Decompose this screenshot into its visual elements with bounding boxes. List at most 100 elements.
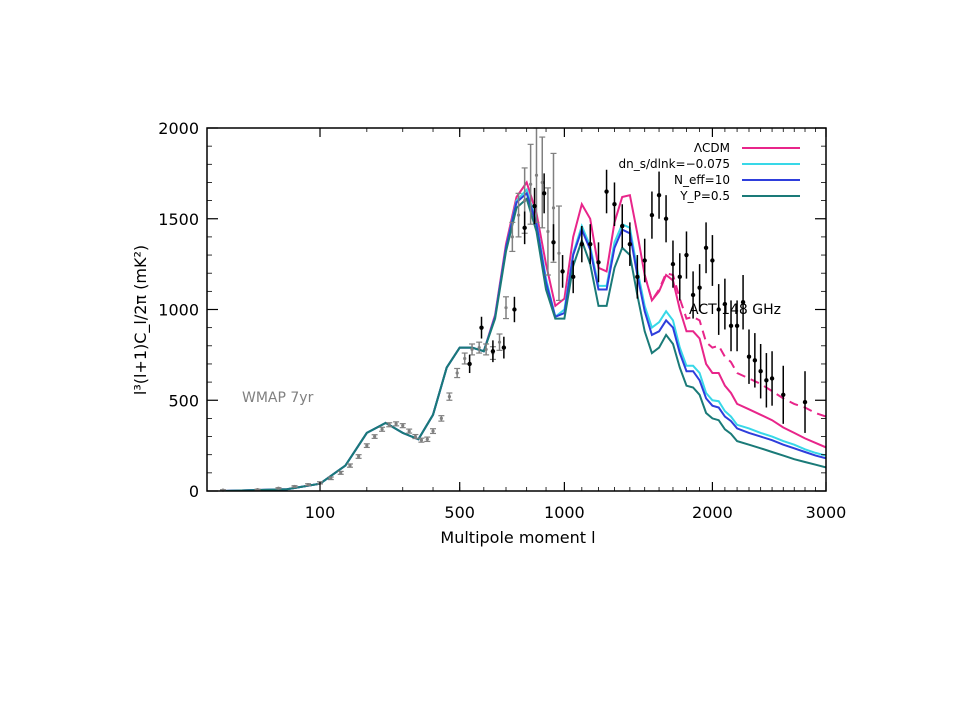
act-point	[710, 235, 715, 286]
legend-item: Y_P=0.5	[679, 189, 800, 203]
act-point	[764, 353, 769, 408]
legend-label: dn_s/dlnk=−0.075	[619, 157, 731, 171]
wmap-point	[418, 437, 425, 443]
wmap-point	[393, 421, 400, 427]
data-points-group	[219, 127, 808, 492]
legend-label: Y_P=0.5	[679, 189, 730, 203]
wmap-point	[430, 428, 437, 435]
act-point	[716, 284, 721, 335]
annotation-wmap: WMAP 7yr	[242, 390, 314, 406]
x-tick-label: 500	[444, 503, 475, 522]
x-tick-label: 3000	[806, 503, 847, 522]
act-point	[722, 278, 728, 330]
act-point	[697, 264, 702, 312]
wmap-point	[461, 352, 468, 365]
wmap-point	[454, 367, 461, 379]
y-tick-label: 2000	[158, 119, 199, 138]
wmap-point	[305, 483, 312, 487]
act-point	[579, 226, 585, 263]
series-line-3	[222, 197, 826, 491]
axes-group: 100 500 1000 2000 3000 0 500 1000 1500 2000	[158, 119, 846, 522]
y-tick-label: 1000	[158, 301, 199, 320]
x-tick-label: 1000	[544, 503, 585, 522]
wmap-point	[379, 426, 386, 432]
act-point	[635, 255, 640, 299]
wmap-point	[386, 422, 393, 428]
wmap-point	[327, 476, 334, 481]
wmap-point	[412, 433, 419, 440]
act-point	[642, 238, 647, 283]
act-point	[467, 354, 472, 374]
legend-label: N_eff=10	[674, 173, 730, 187]
wmap-point	[363, 443, 370, 449]
act-point	[512, 296, 517, 323]
act-point	[501, 336, 507, 359]
legend-item: dn_s/dlnk=−0.075	[619, 157, 800, 171]
act-point	[758, 343, 763, 399]
act-point	[690, 271, 696, 319]
act-point	[769, 351, 775, 406]
wmap-point	[469, 343, 476, 356]
wmap-point	[275, 486, 282, 490]
act-point	[620, 204, 625, 248]
y-tick-label: 1500	[158, 210, 199, 229]
wmap-point	[496, 333, 503, 351]
act-point	[604, 169, 609, 214]
x-tick-label: 2000	[692, 503, 733, 522]
wmap-point	[503, 296, 510, 320]
act-point	[728, 300, 734, 352]
act-point	[649, 191, 655, 239]
act-point	[479, 316, 484, 339]
series-group	[222, 180, 826, 491]
wmap-point	[424, 436, 431, 443]
wmap-point	[555, 205, 562, 302]
act-point	[571, 260, 576, 294]
legend: ΛCDM dn_s/dlnk=−0.075 N_eff=10 Y_P=0.5	[619, 141, 800, 203]
act-point	[588, 224, 593, 265]
series-line-4	[643, 272, 826, 418]
wmap-point	[346, 463, 353, 468]
wmap-point	[527, 143, 534, 225]
legend-label: ΛCDM	[694, 141, 730, 155]
wmap-point	[483, 343, 490, 356]
act-point	[752, 333, 758, 388]
x-tick-label: 100	[305, 503, 336, 522]
act-point	[802, 371, 808, 433]
y-tick-label: 0	[189, 482, 199, 501]
act-point	[522, 211, 527, 245]
act-point	[612, 182, 617, 227]
act-point	[746, 329, 752, 384]
act-point	[560, 255, 565, 288]
act-point	[490, 340, 496, 363]
act-point	[684, 231, 689, 279]
act-point	[703, 222, 709, 274]
x-axis-title: Multipole moment l	[440, 528, 595, 547]
act-point	[541, 173, 547, 214]
wmap-point	[399, 423, 406, 429]
wmap-point	[355, 454, 362, 459]
wmap-point	[371, 434, 378, 439]
y-tick-label: 500	[168, 391, 199, 410]
wmap-point	[337, 470, 344, 475]
act-point	[596, 242, 601, 283]
act-point	[781, 365, 786, 424]
act-point	[740, 275, 746, 330]
wmap-point	[438, 415, 445, 422]
legend-item: N_eff=10	[674, 173, 800, 187]
act-point	[734, 300, 740, 352]
wmap-point	[544, 187, 551, 276]
act-point	[627, 222, 633, 266]
act-point	[663, 195, 669, 243]
y-axis-title: l³(l+1)C_l/2π (mK²)	[131, 245, 151, 395]
annotation-act: ACT 148 GHz	[689, 302, 781, 318]
wmap-point	[291, 484, 298, 489]
wmap-point	[539, 136, 546, 229]
legend-item: ΛCDM	[694, 141, 800, 155]
wmap-point	[406, 428, 413, 434]
wmap-point	[476, 341, 483, 354]
act-point	[551, 224, 556, 261]
wmap-point	[515, 192, 522, 238]
wmap-point	[509, 221, 516, 253]
